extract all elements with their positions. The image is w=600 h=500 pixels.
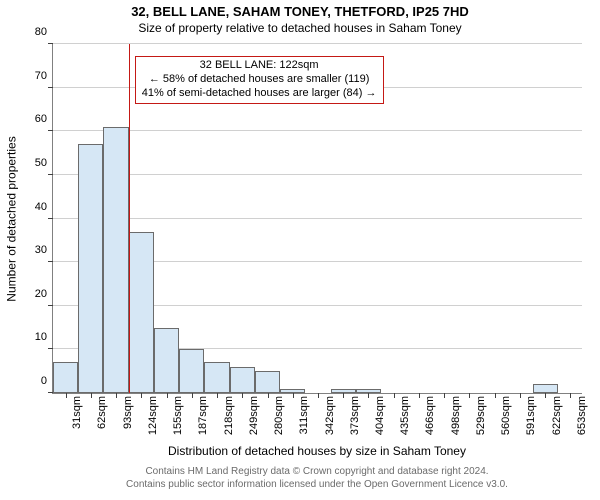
x-tick-label: 342sqm <box>324 393 336 435</box>
x-tick <box>419 393 420 398</box>
x-tick-label: 249sqm <box>248 393 260 435</box>
x-tick <box>394 393 395 398</box>
y-tick-label: 0 <box>41 375 53 387</box>
histogram-bar <box>103 127 128 393</box>
histogram-bar <box>356 389 381 393</box>
y-tick-label: 30 <box>35 244 53 256</box>
x-tick <box>141 393 142 398</box>
x-tick <box>343 393 344 398</box>
x-tick <box>268 393 269 398</box>
x-tick-label: 280sqm <box>273 393 285 435</box>
x-tick <box>368 393 369 398</box>
histogram-bar <box>255 371 280 393</box>
x-tick <box>116 393 117 398</box>
x-tick-label: 435sqm <box>399 393 411 435</box>
x-tick-label: 93sqm <box>122 393 134 429</box>
y-tick <box>48 305 53 306</box>
x-tick-label: 311sqm <box>298 393 310 434</box>
histogram-bar <box>331 389 356 393</box>
x-tick-label: 187sqm <box>197 393 209 435</box>
x-tick-label: 529sqm <box>475 393 487 435</box>
property-marker-line <box>129 44 130 393</box>
x-tick-label: 404sqm <box>374 393 386 435</box>
x-tick <box>520 393 521 398</box>
x-tick-label: 622sqm <box>551 393 563 435</box>
y-tick <box>48 174 53 175</box>
x-tick <box>570 393 571 398</box>
y-tick-label: 10 <box>35 331 53 343</box>
x-tick-label: 560sqm <box>500 393 512 435</box>
x-tick-label: 653sqm <box>576 393 588 435</box>
gridline <box>53 174 582 175</box>
y-axis-label: Number of detached properties <box>5 136 19 301</box>
x-tick <box>91 393 92 398</box>
gridline <box>53 218 582 219</box>
y-tick-label: 50 <box>35 157 53 169</box>
histogram-chart: 0102030405060708031sqm62sqm93sqm124sqm15… <box>52 44 582 394</box>
gridline <box>53 130 582 131</box>
x-tick <box>242 393 243 398</box>
y-tick <box>48 87 53 88</box>
y-tick <box>48 218 53 219</box>
footer-line-1: Contains HM Land Registry data © Crown c… <box>52 466 582 479</box>
x-axis-label: Distribution of detached houses by size … <box>52 444 582 458</box>
x-tick-label: 31sqm <box>71 393 83 429</box>
page-subtitle: Size of property relative to detached ho… <box>0 19 600 35</box>
histogram-bar <box>179 349 204 393</box>
gridline <box>53 43 582 44</box>
histogram-bar <box>533 384 558 393</box>
annotation-line: ← 58% of detached houses are smaller (11… <box>142 73 377 87</box>
y-tick <box>48 261 53 262</box>
histogram-bar <box>129 232 154 393</box>
histogram-bar <box>78 144 103 393</box>
x-tick-label: 124sqm <box>147 393 159 435</box>
x-tick <box>167 393 168 398</box>
x-tick-label: 62sqm <box>96 393 108 429</box>
x-tick <box>217 393 218 398</box>
x-tick <box>444 393 445 398</box>
x-tick <box>66 393 67 398</box>
annotation-line: 32 BELL LANE: 122sqm <box>142 59 377 73</box>
histogram-bar <box>204 362 229 393</box>
y-tick <box>48 130 53 131</box>
y-axis-label-container: Number of detached properties <box>4 44 20 394</box>
y-tick-label: 80 <box>35 26 53 38</box>
x-tick <box>469 393 470 398</box>
y-tick-label: 70 <box>35 70 53 82</box>
histogram-bar <box>154 328 179 393</box>
annotation-line: 41% of semi-detached houses are larger (… <box>142 87 377 101</box>
x-tick-label: 155sqm <box>172 393 184 435</box>
x-tick-label: 498sqm <box>450 393 462 435</box>
y-tick <box>48 348 53 349</box>
page-title: 32, BELL LANE, SAHAM TONEY, THETFORD, IP… <box>0 0 600 19</box>
x-tick-label: 373sqm <box>349 393 361 435</box>
y-tick-label: 20 <box>35 288 53 300</box>
annotation-box: 32 BELL LANE: 122sqm← 58% of detached ho… <box>135 56 384 104</box>
y-tick-label: 60 <box>35 113 53 125</box>
x-tick <box>545 393 546 398</box>
y-tick <box>48 43 53 44</box>
y-tick-label: 40 <box>35 201 53 213</box>
x-tick <box>192 393 193 398</box>
footer-attribution: Contains HM Land Registry data © Crown c… <box>52 466 582 491</box>
x-tick <box>318 393 319 398</box>
footer-line-2: Contains public sector information licen… <box>52 479 582 492</box>
x-tick-label: 591sqm <box>525 393 537 435</box>
histogram-bar <box>280 389 305 393</box>
histogram-bar <box>230 367 255 393</box>
x-tick <box>495 393 496 398</box>
x-tick-label: 466sqm <box>424 393 436 435</box>
x-tick-label: 218sqm <box>223 393 235 435</box>
histogram-bar <box>53 362 78 393</box>
x-tick <box>293 393 294 398</box>
